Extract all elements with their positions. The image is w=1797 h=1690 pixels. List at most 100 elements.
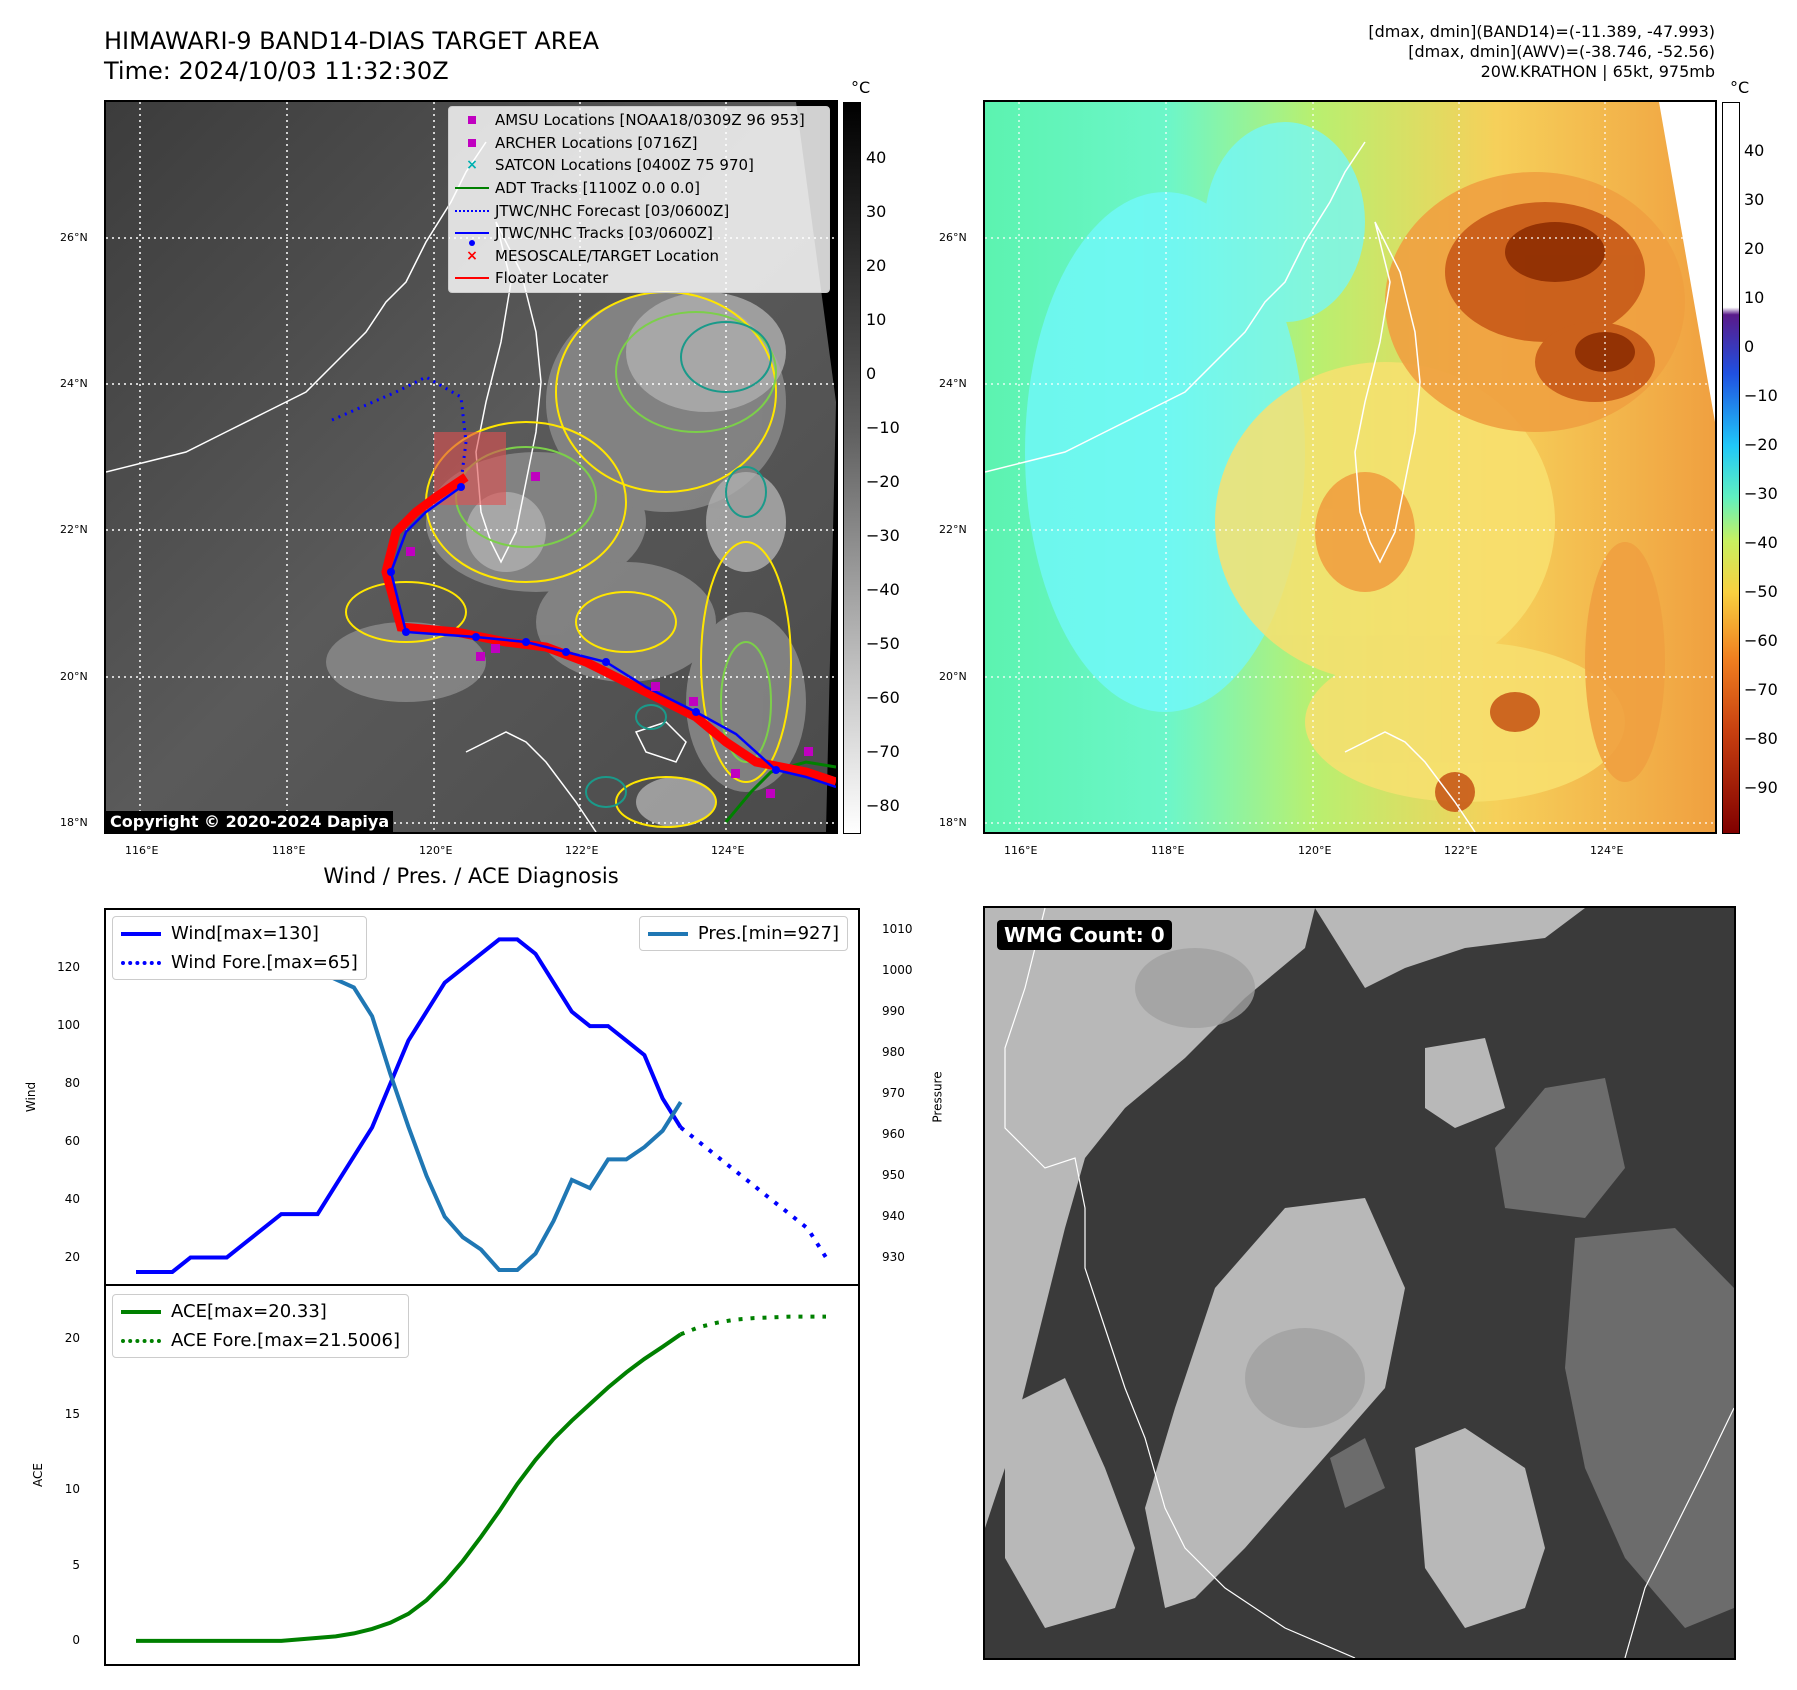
ace-series-line	[136, 1332, 682, 1643]
line-icon	[449, 187, 495, 190]
lon-label: 124°E	[1590, 844, 1624, 857]
awv-cb-tick: 40	[1744, 141, 1765, 160]
ir-cb-tick: −70	[866, 742, 900, 761]
info-band14: [dmax, dmin](BAND14)=(-11.389, -47.993)	[1368, 22, 1715, 41]
awv-cb-tick: −30	[1744, 484, 1778, 503]
lat-label: 26°N	[939, 231, 967, 244]
square-marker-icon	[449, 116, 495, 125]
legend-floater: Floater Locater	[449, 267, 829, 290]
awv-cb-tick: −60	[1744, 631, 1778, 650]
ace-tick-label: 20	[64, 1331, 80, 1346]
awv-map-image	[985, 102, 1715, 832]
map-legend: AMSU Locations [NOAA18/0309Z 96 953] ARC…	[448, 106, 830, 293]
ir-colorbar	[843, 102, 861, 834]
ir-cb-tick: 0	[866, 364, 877, 383]
lon-label: 122°E	[1444, 844, 1478, 857]
ace-fore-legend-label: ACE Fore.[max=21.5006]	[171, 1330, 400, 1351]
awv-colorbar	[1722, 102, 1740, 834]
ir-map-panel: AMSU Locations [NOAA18/0309Z 96 953] ARC…	[104, 100, 838, 834]
legend-amsu: AMSU Locations [NOAA18/0309Z 96 953]	[449, 109, 829, 132]
wmg-count-label: WMG Count: 0	[997, 920, 1172, 950]
awv-cb-tick: −90	[1744, 778, 1778, 797]
ace-legend: ACE[max=20.33] ACE Fore.[max=21.5006]	[112, 1294, 409, 1358]
awv-cb-tick: 10	[1744, 288, 1765, 307]
ir-cb-tick: −60	[866, 688, 900, 707]
ir-colorbar-unit: °C	[851, 78, 871, 97]
title-line-1: HIMAWARI-9 BAND14-DIAS TARGET AREA	[104, 27, 600, 55]
ir-cb-tick: −10	[866, 418, 900, 437]
awv-cb-tick: 0	[1744, 337, 1755, 356]
lat-label: 22°N	[60, 523, 88, 536]
ir-cb-tick: −30	[866, 526, 900, 545]
wind-forecast-series-line	[679, 1125, 828, 1259]
pressure-tick-label: 970	[882, 1085, 905, 1100]
wmg-panel: WMG Count: 0	[983, 906, 1736, 1660]
wind-tick-label: 60	[64, 1133, 80, 1148]
ace-tick-label: 5	[72, 1557, 80, 1572]
ace-chart: ACE[max=20.33] ACE Fore.[max=21.5006]	[104, 1284, 860, 1666]
wind-tick-label: 20	[64, 1249, 80, 1264]
wind-series-line	[136, 937, 683, 1274]
lon-label: 118°E	[272, 844, 306, 857]
ace-fore-legend-row: ACE Fore.[max=21.5006]	[121, 1326, 400, 1355]
lat-label: 18°N	[939, 816, 967, 829]
wind-legend: Wind[max=130] Wind Fore.[max=65]	[112, 916, 367, 980]
awv-cb-tick: −80	[1744, 729, 1778, 748]
pressure-tick-label: 990	[882, 1004, 905, 1019]
lon-label: 118°E	[1151, 844, 1185, 857]
pressure-tick-label: 1010	[882, 922, 913, 937]
wmg-image	[985, 908, 1734, 1658]
lon-label: 116°E	[1004, 844, 1038, 857]
pressure-tick-label: 1000	[882, 963, 913, 978]
pres-legend-label: Pres.[min=927]	[697, 923, 839, 944]
figure-info: [dmax, dmin](BAND14)=(-11.389, -47.993) …	[1368, 22, 1715, 82]
pres-legend-row: Pres.[min=927]	[647, 919, 839, 948]
ace-legend-label: ACE[max=20.33]	[171, 1301, 327, 1322]
wind-tick-label: 40	[64, 1191, 80, 1206]
legend-adt: ADT Tracks [1100Z 0.0 0.0]	[449, 177, 829, 200]
awv-colorbar-unit: °C	[1730, 78, 1750, 97]
legend-tracks-label: JTWC/NHC Tracks [03/0600Z]	[495, 224, 713, 243]
ir-cb-tick: −40	[866, 580, 900, 599]
info-awv: [dmax, dmin](AWV)=(-38.746, -52.56)	[1408, 42, 1715, 61]
wind-tick-label: 120	[57, 960, 80, 975]
ace-legend-row: ACE[max=20.33]	[121, 1297, 400, 1326]
ace-tick-label: 10	[64, 1482, 80, 1497]
lon-label: 124°E	[711, 844, 745, 857]
awv-cb-tick: −10	[1744, 386, 1778, 405]
ir-cb-tick: 30	[866, 202, 887, 221]
lon-label: 120°E	[1298, 844, 1332, 857]
lat-label: 18°N	[60, 816, 88, 829]
ir-cb-tick: −50	[866, 634, 900, 653]
wind-tick-label: 100	[57, 1018, 80, 1033]
wind-tick-label: 80	[64, 1075, 80, 1090]
diagnosis-title: Wind / Pres. / ACE Diagnosis	[323, 864, 619, 888]
ir-cb-tick: −80	[866, 796, 900, 815]
wind-legend-label: Wind[max=130]	[171, 923, 319, 944]
dotted-line-icon	[449, 209, 495, 212]
x-marker-icon: ×	[466, 157, 478, 174]
legend-forecast: JTWC/NHC Forecast [03/0600Z]	[449, 199, 829, 222]
legend-floater-label: Floater Locater	[495, 269, 609, 288]
lat-label: 20°N	[939, 670, 967, 683]
ace-tick-label: 0	[72, 1632, 80, 1647]
lat-label: 24°N	[939, 377, 967, 390]
legend-tracks: JTWC/NHC Tracks [03/0600Z]	[449, 222, 829, 247]
lon-label: 120°E	[419, 844, 453, 857]
legend-archer-label: ARCHER Locations [0716Z]	[495, 133, 698, 152]
lat-label: 20°N	[60, 670, 88, 683]
lat-label: 26°N	[60, 231, 88, 244]
awv-cb-tick: −70	[1744, 680, 1778, 699]
pressure-tick-label: 960	[882, 1126, 905, 1141]
pressure-tick-label: 930	[882, 1249, 905, 1264]
awv-cb-tick: −50	[1744, 582, 1778, 601]
legend-archer: ARCHER Locations [0716Z]	[449, 132, 829, 155]
ir-cb-tick: −20	[866, 472, 900, 491]
ir-cb-tick: 40	[866, 148, 887, 167]
ace-axis-label: ACE	[30, 1463, 45, 1487]
pres-legend: Pres.[min=927]	[638, 916, 848, 951]
title-line-2: Time: 2024/10/03 11:32:30Z	[104, 57, 449, 85]
pressure-tick-label: 950	[882, 1167, 905, 1182]
legend-target-label: MESOSCALE/TARGET Location	[495, 246, 720, 265]
x-marker-icon: ×	[466, 247, 478, 264]
